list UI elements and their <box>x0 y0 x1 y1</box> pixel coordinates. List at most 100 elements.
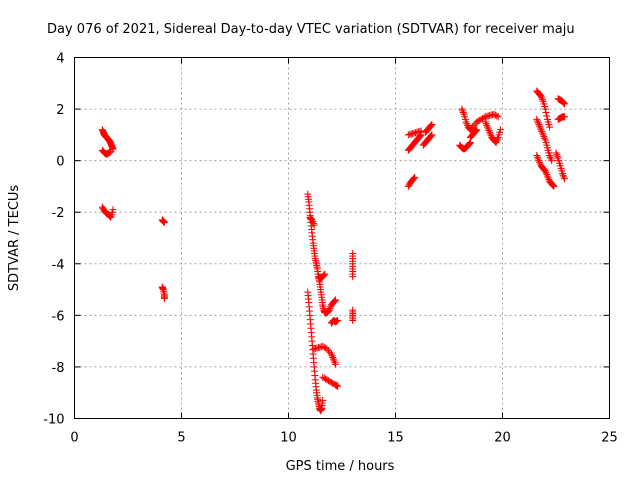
data-point <box>428 121 436 129</box>
data-point <box>543 172 551 180</box>
data-point <box>549 182 557 190</box>
y-axis-label: SDTVAR / TECUs <box>7 185 22 292</box>
data-point <box>459 107 467 115</box>
data-point <box>483 121 491 129</box>
data-point <box>561 113 569 121</box>
data-point <box>482 120 490 128</box>
data-point <box>541 167 549 175</box>
data-point <box>493 137 501 145</box>
data-point <box>496 126 504 134</box>
data-point <box>552 149 560 157</box>
data-point <box>319 342 327 350</box>
x-tick-label: 25 <box>601 431 618 446</box>
data-point <box>538 127 546 135</box>
data-point <box>466 139 474 147</box>
data-point <box>548 157 556 165</box>
data-point <box>330 357 338 365</box>
data-point <box>349 273 357 281</box>
axis-ticks: 0 5 10 15 20 25 -10 -8 -6 -4 -2 0 2 4 <box>43 52 618 446</box>
data-point <box>327 378 335 386</box>
data-point <box>544 174 552 182</box>
x-axis-label: GPS time / hours <box>286 459 395 474</box>
x-tick-label: 15 <box>387 431 404 446</box>
data-point <box>542 169 550 177</box>
data-point <box>541 105 549 113</box>
data-point <box>320 374 328 382</box>
data-point <box>543 112 551 120</box>
data-point <box>334 382 342 390</box>
data-point <box>310 221 318 229</box>
data-point <box>319 396 327 404</box>
data-point <box>469 123 477 131</box>
y-tick-label: 4 <box>56 52 64 67</box>
grid <box>74 57 610 419</box>
data-point <box>538 129 546 137</box>
y-tick-label: 0 <box>56 155 64 170</box>
data-point <box>484 125 492 133</box>
data-point <box>465 140 473 148</box>
data-point <box>548 181 556 189</box>
data-point <box>409 175 417 183</box>
data-point <box>319 272 327 280</box>
data-point <box>538 96 546 104</box>
data-point <box>533 117 541 125</box>
data-point <box>534 155 542 163</box>
data-point <box>458 105 466 113</box>
y-tick-label: -8 <box>52 361 65 376</box>
data-point <box>416 132 424 140</box>
data-point <box>533 115 541 123</box>
data-point <box>546 151 554 159</box>
data-point <box>329 355 337 363</box>
data-point <box>537 126 545 134</box>
data-point <box>328 352 336 360</box>
data-point <box>473 118 481 126</box>
data-point <box>327 350 335 358</box>
data-point <box>426 133 434 141</box>
data-point <box>319 373 327 381</box>
data-point <box>427 121 435 129</box>
y-tick-label: -10 <box>43 413 64 428</box>
data-point <box>494 113 502 121</box>
data-point <box>330 298 338 306</box>
data-point <box>536 122 544 130</box>
data-point <box>533 151 541 159</box>
chart-title: Day 076 of 2021, Sidereal Day-to-day VTE… <box>47 22 575 37</box>
data-point <box>329 379 337 387</box>
data-point <box>494 135 502 143</box>
data-point <box>334 317 342 325</box>
data-point <box>428 131 436 139</box>
data-point <box>560 173 568 181</box>
data-point <box>470 121 478 129</box>
data-point <box>463 120 471 128</box>
x-tick-label: 0 <box>70 431 78 446</box>
data-point <box>349 317 357 325</box>
x-tick-label: 20 <box>494 431 511 446</box>
data-point <box>324 377 332 385</box>
data-point <box>559 98 567 106</box>
data-point <box>484 123 492 131</box>
data-point <box>547 155 555 163</box>
data-point <box>324 347 332 355</box>
data-point <box>485 127 493 135</box>
data-point <box>326 304 334 312</box>
data-point <box>332 360 340 368</box>
data-point <box>540 133 548 141</box>
data-point <box>309 219 317 227</box>
data-point <box>546 123 554 131</box>
data-point <box>427 132 435 140</box>
y-tick-label: -4 <box>52 258 65 273</box>
data-point <box>462 118 470 126</box>
data-point <box>479 115 487 123</box>
data-point <box>331 297 339 305</box>
y-tick-label: -6 <box>52 309 65 324</box>
plot-frame <box>74 57 610 419</box>
y-tick-label: 2 <box>56 103 64 118</box>
data-point <box>533 153 541 161</box>
data-point <box>491 111 499 119</box>
x-tick-label: 10 <box>280 431 297 446</box>
data-point <box>474 117 482 125</box>
data-point <box>480 114 488 122</box>
data-point <box>107 148 115 156</box>
data-point <box>535 121 543 129</box>
